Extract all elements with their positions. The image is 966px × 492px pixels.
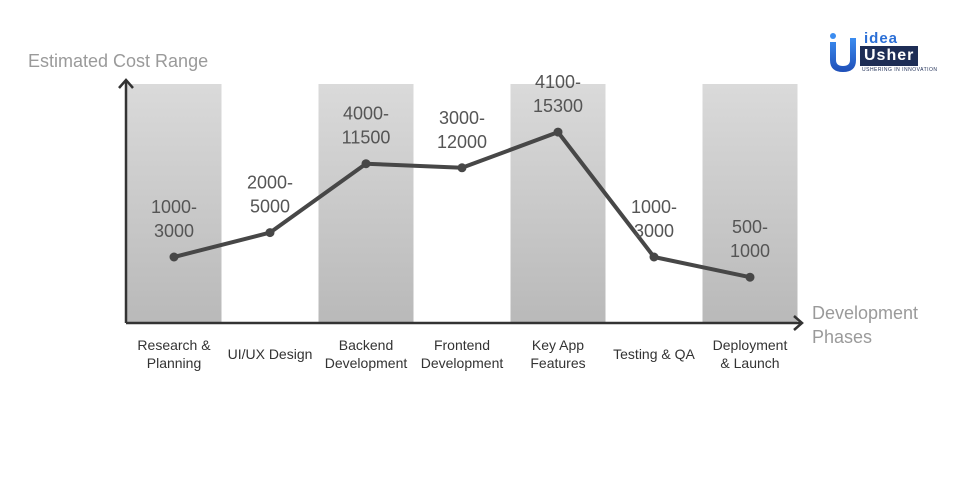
x-axis-title-line-2: Phases bbox=[812, 327, 872, 347]
value-labels: 1000-3000 2000-5000 4000-11500 3000-12000 41… bbox=[151, 72, 770, 261]
cost-series bbox=[169, 127, 755, 282]
category-label: Backend Development bbox=[325, 337, 408, 371]
phase-band bbox=[702, 84, 798, 323]
x-axis-title: Development Phases bbox=[812, 303, 923, 347]
axes bbox=[118, 78, 804, 331]
category-label: Deployment & Launch bbox=[713, 337, 788, 371]
phase-band bbox=[318, 84, 414, 323]
x-axis-title-line-1: Development bbox=[812, 303, 918, 323]
value-label: 500-1000 bbox=[730, 217, 770, 261]
y-axis-title: Estimated Cost Range bbox=[28, 51, 208, 71]
data-point bbox=[361, 159, 371, 169]
data-point bbox=[169, 252, 179, 262]
data-point bbox=[265, 228, 275, 238]
value-label: 1000-3000 bbox=[631, 197, 677, 241]
logo-u-icon bbox=[830, 33, 856, 72]
category-labels: Research & Planning UI/UX Design Backend Dev… bbox=[137, 337, 787, 371]
y-axis-arrow bbox=[118, 78, 134, 89]
data-point bbox=[649, 252, 659, 262]
value-label: 2000-5000 bbox=[247, 173, 293, 217]
data-point bbox=[553, 127, 563, 137]
value-label: 3000-12000 bbox=[437, 108, 487, 152]
category-label: Frontend Development bbox=[421, 337, 504, 371]
value-label: 4100-15300 bbox=[533, 72, 583, 116]
data-point bbox=[457, 163, 467, 173]
logo-idea-text: idea bbox=[864, 30, 899, 47]
phase-bands bbox=[126, 84, 798, 323]
category-label: Testing & QA bbox=[613, 346, 695, 362]
logo-tagline: USHERING IN INNOVATION bbox=[862, 67, 938, 73]
category-label: Research & Planning bbox=[137, 337, 211, 371]
value-label: 4000-11500 bbox=[342, 104, 391, 148]
category-label: Key App Features bbox=[530, 337, 585, 371]
phase-band bbox=[126, 84, 222, 323]
logo-usher-text: Usher bbox=[860, 46, 919, 66]
data-point bbox=[745, 272, 755, 282]
phase-band bbox=[510, 84, 606, 323]
category-label: UI/UX Design bbox=[228, 346, 313, 362]
value-label: 1000-3000 bbox=[151, 197, 197, 241]
x-axis-arrow bbox=[793, 315, 804, 331]
idea-usher-logo: idea Usher USHERING IN INNOVATION bbox=[828, 30, 938, 78]
